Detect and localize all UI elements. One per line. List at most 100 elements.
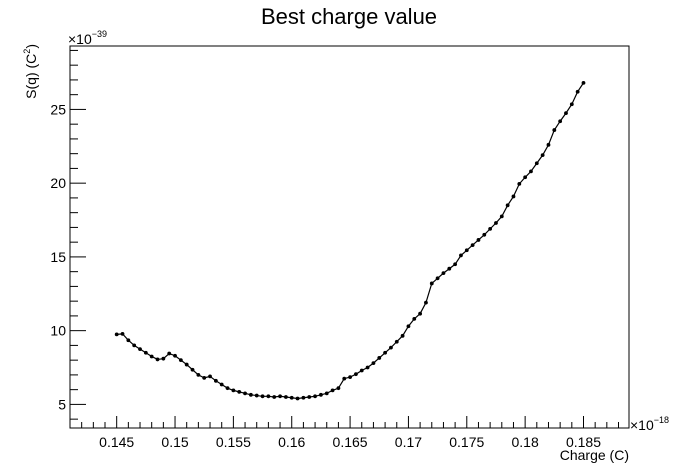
data-point bbox=[389, 345, 393, 350]
data-point bbox=[143, 350, 148, 355]
data-point bbox=[307, 395, 312, 399]
plot-border bbox=[69, 45, 630, 429]
data-point bbox=[295, 396, 300, 401]
data-point bbox=[149, 354, 154, 359]
data-point bbox=[517, 182, 522, 186]
data-point bbox=[523, 175, 528, 180]
data-point bbox=[383, 350, 387, 355]
x-tick-label: 0.175 bbox=[449, 434, 484, 450]
y-axis-multiplier: ×10−39 bbox=[68, 29, 107, 47]
series-line bbox=[116, 82, 584, 400]
data-point bbox=[488, 226, 493, 231]
data-point bbox=[190, 367, 195, 372]
y-tick-label: 20 bbox=[50, 175, 66, 191]
data-point bbox=[126, 338, 131, 343]
x-axis-ticks: 0.145 0.15 0.155 0.16 0.165 0.17 0.175 0.18 0.18… bbox=[69, 416, 619, 450]
data-series bbox=[114, 80, 586, 401]
data-point bbox=[313, 394, 317, 399]
data-point bbox=[132, 343, 137, 348]
x-tick-label: 0.16 bbox=[278, 434, 305, 450]
x-axis-multiplier: ×10−18 bbox=[630, 415, 669, 433]
data-point bbox=[394, 339, 399, 344]
data-point bbox=[511, 194, 516, 199]
data-point bbox=[178, 358, 183, 363]
data-point bbox=[406, 324, 411, 329]
data-point bbox=[354, 372, 358, 377]
data-point bbox=[120, 332, 125, 336]
data-point bbox=[558, 119, 563, 124]
data-point bbox=[540, 153, 545, 158]
data-point bbox=[359, 368, 364, 373]
data-point bbox=[161, 356, 166, 361]
x-tick-label: 0.18 bbox=[512, 434, 539, 450]
data-point bbox=[424, 300, 428, 305]
data-point bbox=[138, 347, 142, 351]
data-point bbox=[342, 376, 347, 381]
x-tick-label: 0.185 bbox=[566, 434, 601, 450]
data-point bbox=[552, 128, 557, 132]
data-point bbox=[429, 281, 434, 286]
data-point bbox=[499, 214, 504, 219]
data-point bbox=[319, 392, 323, 397]
data-point bbox=[260, 394, 265, 399]
data-point bbox=[482, 232, 487, 237]
data-point bbox=[453, 262, 458, 267]
data-point bbox=[330, 388, 335, 393]
data-point bbox=[225, 386, 230, 391]
data-point bbox=[459, 253, 463, 258]
data-point bbox=[324, 391, 329, 396]
x-tick-label: 0.165 bbox=[333, 434, 368, 450]
data-point bbox=[167, 351, 172, 356]
x-tick-label: 0.145 bbox=[99, 434, 134, 450]
data-point bbox=[529, 169, 533, 174]
data-point bbox=[283, 395, 288, 399]
data-point bbox=[278, 394, 282, 399]
x-tick-label: 0.15 bbox=[161, 434, 188, 450]
data-point bbox=[266, 394, 271, 399]
data-point bbox=[289, 395, 294, 400]
data-point bbox=[412, 316, 417, 321]
data-point bbox=[534, 161, 539, 166]
y-tick-label: 5 bbox=[58, 396, 66, 412]
y-tick-label: 25 bbox=[50, 101, 66, 117]
data-point bbox=[505, 203, 510, 208]
data-point bbox=[546, 142, 551, 147]
data-point bbox=[365, 365, 370, 370]
data-point bbox=[272, 395, 277, 399]
data-point bbox=[494, 221, 498, 225]
data-point bbox=[435, 276, 440, 281]
x-axis-title: Charge (C) bbox=[560, 447, 629, 463]
data-point bbox=[184, 362, 189, 367]
data-point bbox=[114, 332, 119, 337]
data-point bbox=[208, 374, 212, 379]
data-point bbox=[248, 392, 253, 397]
x-tick-label: 0.155 bbox=[216, 434, 251, 450]
data-point bbox=[173, 353, 177, 358]
data-point bbox=[476, 238, 481, 242]
data-point bbox=[155, 357, 160, 362]
data-point bbox=[219, 382, 224, 387]
y-tick-label: 15 bbox=[50, 249, 66, 265]
data-point bbox=[336, 386, 341, 391]
data-point bbox=[231, 388, 236, 393]
data-point bbox=[575, 89, 580, 94]
data-point bbox=[237, 389, 242, 394]
data-point bbox=[581, 80, 586, 85]
data-point bbox=[564, 111, 568, 116]
x-tick-label: 0.17 bbox=[395, 434, 422, 450]
data-point bbox=[301, 395, 306, 400]
data-point bbox=[464, 248, 469, 253]
y-axis-title: S(q) (C2) bbox=[22, 44, 39, 99]
data-point bbox=[243, 391, 247, 396]
data-point bbox=[569, 102, 574, 107]
chart-title: Best charge value bbox=[261, 4, 437, 29]
data-point bbox=[418, 311, 423, 316]
data-point bbox=[196, 373, 201, 377]
y-axis-ticks: 5 10 15 20 25 bbox=[50, 49, 86, 420]
data-point bbox=[254, 393, 259, 398]
data-point bbox=[400, 333, 405, 338]
data-point bbox=[377, 356, 382, 360]
data-point bbox=[202, 375, 207, 380]
data-point bbox=[441, 271, 446, 276]
